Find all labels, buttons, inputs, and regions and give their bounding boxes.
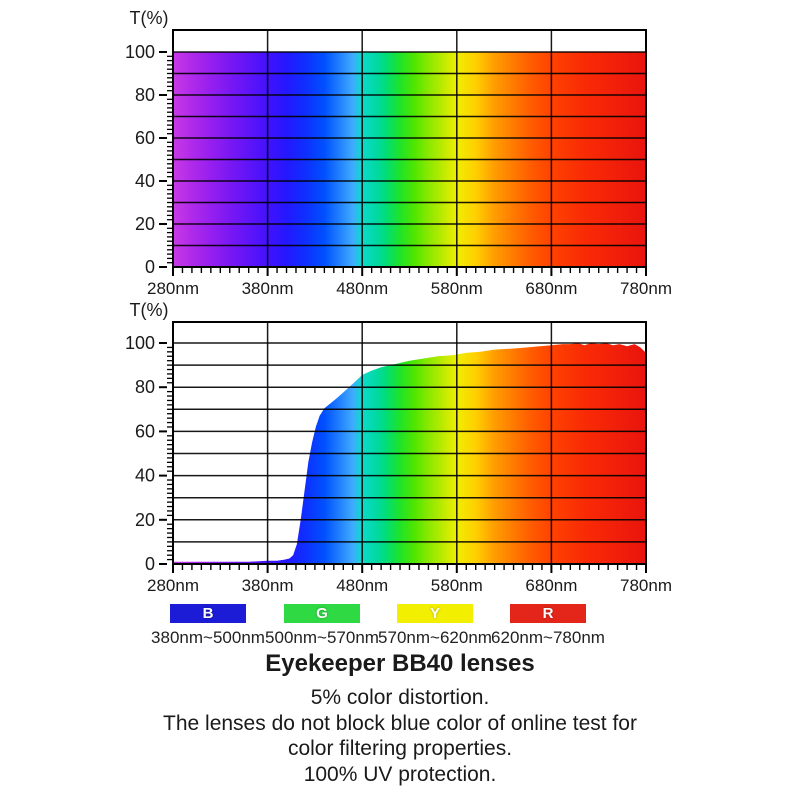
y-tick-label: 100 [125, 42, 155, 62]
caption-line-4: 100% UV protection. [303, 762, 497, 786]
legend-range-blue: 380nm~500nm [151, 628, 265, 647]
legend-letter-r: R [542, 605, 554, 622]
y-tick-label: 0 [145, 554, 155, 574]
x-tick-label: 480nm [336, 576, 388, 595]
y-tick-label: 60 [135, 421, 155, 441]
x-tick-label: 280nm [147, 279, 199, 298]
legend-swatch-red: R [510, 604, 586, 623]
legend-letter-y: Y [429, 605, 440, 622]
spectrum-chart-lens-transmission: 280nm 380nm 480nm 580nm 680nm 780nm 0 20 40 60 80 1… [125, 300, 672, 595]
y-axis-title: T(%) [130, 8, 169, 28]
y-tick-label: 20 [135, 510, 155, 530]
y-tick-label: 0 [145, 257, 155, 277]
y-axis-title: T(%) [130, 300, 169, 320]
y-tick-label: 100 [125, 333, 155, 353]
caption-line-1: 5% color distortion. [310, 686, 490, 709]
x-tick-label: 780nm [620, 279, 672, 298]
legend-item-red: R 620nm~780nm [488, 604, 608, 648]
legend-swatch-yellow: Y [397, 604, 473, 623]
caption-line-2: The lenses do not block blue color of on… [163, 711, 637, 735]
legend-letter-b: B [202, 605, 214, 622]
x-tick-label: 580nm [431, 279, 483, 298]
x-tick-label: 780nm [620, 576, 672, 595]
legend-swatch-blue: B [170, 604, 246, 623]
legend-item-blue: B 380nm~500nm [148, 604, 268, 648]
caption-line-3: color filtering properties. [287, 737, 513, 760]
y-tick-label: 20 [135, 214, 155, 234]
y-tick-label: 40 [135, 466, 155, 486]
x-tick-label: 380nm [242, 576, 294, 595]
x-tick-label: 280nm [147, 576, 199, 595]
legend-range-yellow: 570nm~620nm [378, 628, 492, 647]
x-tick-label: 380nm [242, 279, 294, 298]
x-tick-label: 480nm [336, 279, 388, 298]
caption-block: Eyekeeper BB40 lenses 5% color distortio… [0, 650, 800, 787]
x-tick-label: 680nm [525, 576, 577, 595]
product-title: Eyekeeper BB40 lenses [265, 650, 535, 677]
y-tick-label: 60 [135, 128, 155, 148]
legend-item-green: G 500nm~570nm [262, 604, 382, 648]
y-tick-label: 80 [135, 377, 155, 397]
legend-letter-g: G [316, 605, 328, 622]
legend-range-red: 620nm~780nm [491, 628, 605, 647]
color-band-legend: B 380nm~500nm G 500nm~570nm Y 570nm~620n… [0, 600, 800, 650]
y-tick-label: 80 [135, 85, 155, 105]
y-tick-label: 40 [135, 171, 155, 191]
spectrum-chart-before-filter: 280nm 380nm 480nm 580nm 680nm 780nm 0 20 40 60 80 1… [125, 8, 672, 298]
legend-swatch-green: G [284, 604, 360, 623]
x-tick-label: 580nm [431, 576, 483, 595]
x-tick-label: 680nm [525, 279, 577, 298]
legend-item-yellow: Y 570nm~620nm [375, 604, 495, 648]
legend-range-green: 500nm~570nm [265, 628, 379, 647]
